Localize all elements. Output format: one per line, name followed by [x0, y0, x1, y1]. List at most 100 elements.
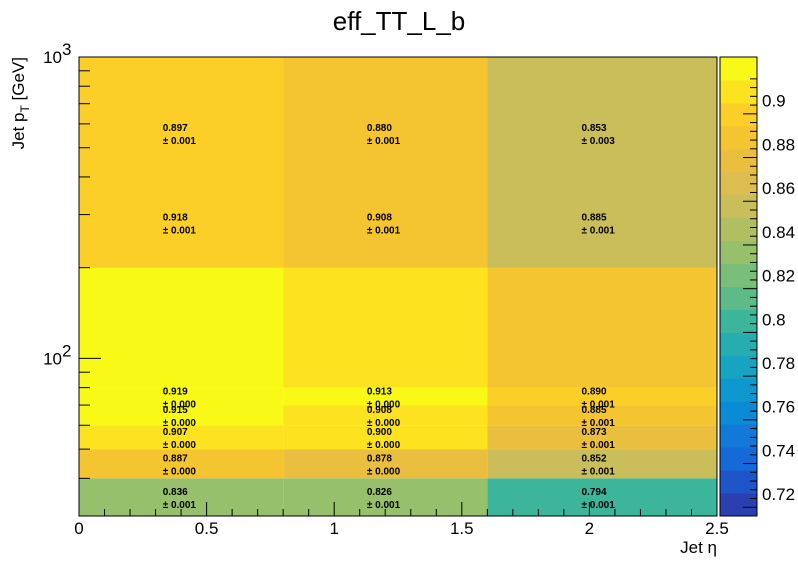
- cell-error-label: ± 0.000: [163, 418, 197, 429]
- color-scale-band: [720, 171, 757, 196]
- cell-error-label: ± 0.001: [581, 225, 615, 236]
- heatmap-cell: [283, 425, 488, 450]
- cell-value-label: 0.918: [163, 212, 188, 223]
- color-scale-band: [720, 79, 757, 104]
- cell-value-label: 0.890: [581, 386, 606, 397]
- color-scale-label: 0.76: [762, 398, 795, 417]
- color-scale-band: [720, 401, 757, 425]
- color-scale-band: [720, 148, 757, 173]
- heatmap-cell: [487, 449, 717, 479]
- color-scale-frame: [719, 56, 758, 517]
- heatmap-cells: [79, 57, 717, 516]
- cell-error-label: ± 0.001: [367, 500, 401, 511]
- cell-error-label: ± 0.001: [581, 467, 615, 478]
- y-tick-label: 10: [43, 48, 62, 67]
- cell-value-label: 0.878: [367, 454, 392, 465]
- color-scale-band: [720, 57, 757, 81]
- color-scale-label: 0.72: [762, 485, 795, 504]
- heatmap-cell: [79, 57, 284, 268]
- cell-value-label: 0.826: [367, 487, 392, 498]
- color-scale-label: 0.84: [762, 223, 795, 242]
- heatmap-cell: [79, 449, 284, 479]
- cell-error-label: ± 0.001: [367, 136, 401, 147]
- y-tick-exponent: 2: [62, 341, 71, 360]
- chart-title: eff_TT_L_b: [333, 6, 466, 36]
- color-scale-band: [720, 286, 757, 310]
- cell-error-label: ± 0.001: [163, 136, 197, 147]
- color-scale-label: 0.8: [762, 310, 786, 329]
- heatmap-cell: [283, 57, 488, 268]
- cell-error-label: ± 0.001: [581, 500, 615, 511]
- heatmap-cell: [79, 405, 284, 426]
- y-tick-exponent: 3: [62, 40, 71, 59]
- cell-value-label: 0.880: [367, 123, 392, 134]
- x-tick-label: 1.5: [450, 519, 474, 538]
- heatmap-cell: [283, 387, 488, 406]
- cell-value-label: 0.794: [581, 487, 606, 498]
- heatmap-cell: [487, 478, 717, 516]
- color-scale-label: 0.78: [762, 354, 795, 373]
- cell-value-label: 0.915: [163, 405, 188, 416]
- x-axis: 0 0.5 1 1.5 2 2.5: [74, 502, 729, 538]
- color-scale-band: [720, 332, 757, 356]
- y-axis-label: Jet pT [GeV]: [9, 57, 32, 149]
- cell-value-label: 0.852: [581, 454, 606, 465]
- cell-value-label: 0.873: [581, 427, 606, 438]
- heatmap-cell: [487, 387, 717, 406]
- x-tick-label: 0: [74, 519, 83, 538]
- color-scale-band: [720, 217, 757, 242]
- cell-value-label: 0.913: [367, 386, 392, 397]
- cell-error-label: ± 0.000: [367, 467, 401, 478]
- plot-frame: [78, 56, 718, 517]
- cell-value-label: 0.907: [163, 427, 188, 438]
- cell-error-label: ± 0.003: [581, 136, 615, 147]
- cell-value-label: 0.919: [163, 386, 188, 397]
- heatmap-cell: [283, 449, 488, 479]
- color-scale-band: [720, 194, 757, 219]
- heatmap-cell: [79, 425, 284, 450]
- cell-error-label: ± 0.000: [163, 399, 197, 410]
- cell-error-label: ± 0.000: [367, 399, 401, 410]
- x-tick-label: 2: [585, 519, 594, 538]
- cell-value-label: 0.900: [367, 427, 392, 438]
- x-tick-label: 0.5: [195, 519, 219, 538]
- color-scale-band: [720, 102, 757, 127]
- y-tick-label: 10: [43, 349, 62, 368]
- color-scale-band: [720, 240, 757, 265]
- cell-value-label: 0.908: [367, 212, 392, 223]
- cell-error-label: ± 0.001: [367, 225, 401, 236]
- x-tick-label: 1: [329, 519, 338, 538]
- color-scale-label: 0.82: [762, 267, 795, 286]
- color-scale-band: [720, 470, 757, 494]
- cell-value-label: 0.885: [581, 405, 606, 416]
- color-scale: 0.72 0.74 0.76 0.78 0.8 0.82 0.84 0.86 0.88 0.9: [719, 56, 795, 517]
- cell-value-label: 0.887: [163, 454, 188, 465]
- cell-error-label: ± 0.000: [367, 440, 401, 451]
- color-scale-band: [720, 355, 757, 379]
- heatmap-cell: [79, 387, 284, 406]
- cell-value-label: 0.908: [367, 405, 392, 416]
- color-scale-label: 0.9: [762, 92, 786, 111]
- cell-error-label: ± 0.001: [163, 500, 197, 511]
- color-scale-band: [720, 424, 757, 448]
- cell-error-label: ± 0.000: [163, 440, 197, 451]
- color-scale-label: 0.88: [762, 135, 795, 154]
- heatmap-cell: [283, 405, 488, 426]
- color-scale-band: [720, 263, 757, 287]
- color-scale-band: [720, 493, 757, 517]
- cell-value-label: 0.853: [581, 123, 606, 134]
- color-scale-band: [720, 309, 757, 333]
- cell-error-label: ± 0.001: [581, 399, 615, 410]
- cell-error-label: ± 0.000: [163, 467, 197, 478]
- color-scale-band: [720, 447, 757, 471]
- cell-error-label: ± 0.001: [581, 418, 615, 429]
- color-scale-band: [720, 125, 757, 150]
- cell-error-label: ± 0.001: [163, 225, 197, 236]
- cell-value-label: 0.885: [581, 212, 606, 223]
- color-scale-band: [720, 378, 757, 402]
- cell-error-label: ± 0.000: [367, 418, 401, 429]
- cell-error-label: ± 0.001: [581, 440, 615, 451]
